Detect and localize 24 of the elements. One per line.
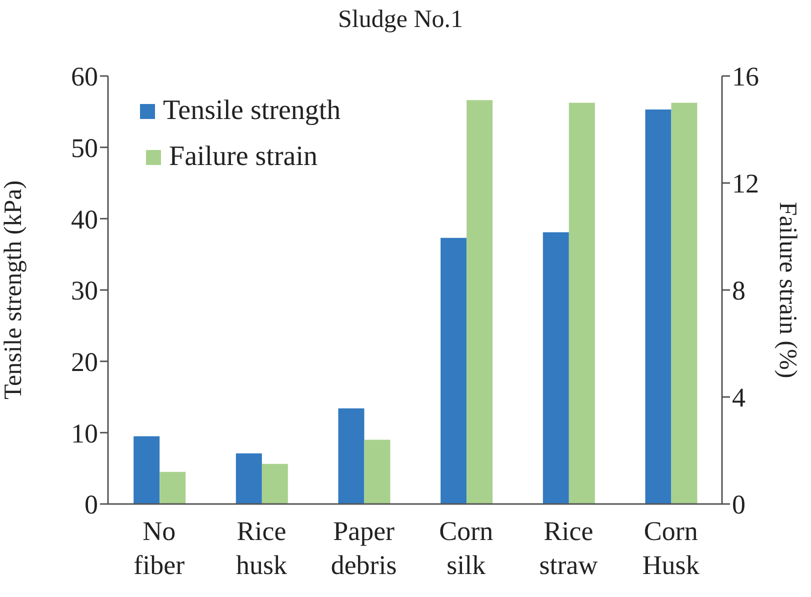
- y2-tick-label: 0: [732, 490, 746, 520]
- x-tick-label: Rice straw: [539, 516, 598, 580]
- x-tick-label: Corn silk: [439, 516, 494, 580]
- legend-label: Failure strain: [169, 141, 318, 173]
- chart-title: Sludge No.1: [337, 6, 464, 34]
- x-tick-label: No fiber: [134, 516, 185, 580]
- y2-tick-label: 12: [732, 168, 759, 199]
- y2-tick-label: 4: [732, 382, 746, 413]
- bar: [134, 436, 160, 504]
- x-tick-label: Rice husk: [236, 516, 288, 580]
- y2-tick-label: 16: [732, 62, 759, 92]
- y-tick-label: 30: [71, 276, 98, 306]
- y-tick-label: 10: [71, 418, 98, 448]
- y-axis-title: Tensile strength (kPa): [0, 180, 27, 400]
- y2-tick-label: 8: [732, 276, 746, 306]
- x-tick-label: Paper debris: [330, 516, 397, 580]
- y-tick-label: 60: [71, 62, 98, 92]
- x-tick-label: Corn Husk: [642, 516, 700, 580]
- legend-label: Tensile strength: [163, 95, 341, 127]
- y-tick-label: 0: [84, 490, 98, 520]
- y-tick-label: 20: [71, 346, 98, 377]
- y2-axis-title: Failure strain (%): [774, 202, 802, 378]
- y-tick-label: 40: [71, 204, 98, 234]
- y-tick-label: 50: [71, 132, 98, 163]
